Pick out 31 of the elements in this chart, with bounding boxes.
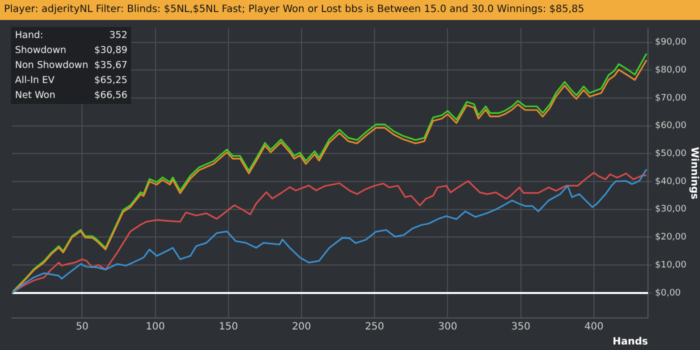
chart-title: Player: adjerityNL Filter: Blinds: $5NL,$5NL Fast; Player Won or Lost bbs is Between 15.0 and 30.0 Winnings: $85,85 bbox=[0, 0, 700, 20]
x-tick-label: 400 bbox=[584, 322, 604, 333]
y-tick-label: $20,00 bbox=[655, 232, 687, 243]
annotation: Net Won bbox=[15, 90, 56, 101]
x-tick-label: 250 bbox=[365, 322, 384, 333]
y-tick-label: $40,00 bbox=[655, 176, 687, 187]
y-tick-label: $0,00 bbox=[655, 288, 682, 298]
y-tick-label: $10,00 bbox=[655, 260, 687, 270]
annotation: $35,67 bbox=[94, 60, 128, 71]
x-axis-title: Hands bbox=[612, 336, 648, 348]
annotation: All-In EV bbox=[15, 75, 56, 86]
x-tick-label: 100 bbox=[146, 322, 165, 333]
x-tick-label: 50 bbox=[76, 322, 89, 333]
y-axis-title: Winnings bbox=[688, 147, 700, 200]
annotation: Hand: bbox=[15, 30, 44, 41]
y-tick-label: $60,00 bbox=[655, 121, 687, 132]
x-tick-label: 300 bbox=[438, 322, 458, 333]
y-tick-label: $30,00 bbox=[655, 204, 687, 215]
y-tick-label: $50,00 bbox=[655, 149, 687, 160]
x-tick-label: 200 bbox=[292, 322, 312, 333]
annotation: Non Showdown bbox=[15, 60, 88, 71]
y-tick-label: $80,00 bbox=[655, 66, 687, 76]
annotation: Showdown bbox=[15, 45, 68, 56]
annotation: $65,25 bbox=[94, 75, 128, 86]
x-tick-label: 350 bbox=[511, 322, 530, 333]
annotation: $30,89 bbox=[94, 45, 128, 56]
annotation: $66,56 bbox=[94, 90, 128, 101]
y-tick-label: $70,00 bbox=[655, 93, 687, 104]
annotation: 352 bbox=[108, 30, 128, 41]
x-tick-label: 150 bbox=[218, 322, 238, 333]
y-tick-label: $90,00 bbox=[655, 38, 687, 48]
